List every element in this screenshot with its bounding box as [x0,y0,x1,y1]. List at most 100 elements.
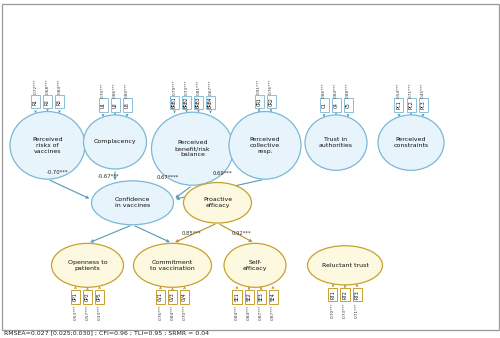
Text: Commitment
to vaccination: Commitment to vaccination [150,260,195,271]
FancyBboxPatch shape [268,290,278,304]
Text: OP1: OP1 [73,293,78,301]
Text: 0.84***: 0.84*** [247,305,251,320]
Text: 0.91***: 0.91*** [257,79,261,94]
Text: 0.84***: 0.84*** [170,305,174,320]
Text: 0.73***: 0.73*** [343,302,347,318]
Text: 0.53***: 0.53*** [74,305,78,320]
Text: 0.76***: 0.76*** [158,305,162,320]
Text: Proactive
efficacy: Proactive efficacy [203,197,232,208]
Text: 0.88***: 0.88*** [346,82,350,98]
Text: 0.57***: 0.57*** [86,305,89,320]
Text: 0.70***: 0.70*** [182,305,186,320]
FancyBboxPatch shape [340,288,349,301]
Text: 0.86***: 0.86*** [322,82,326,98]
FancyBboxPatch shape [122,98,132,112]
FancyBboxPatch shape [156,290,165,304]
Text: -0.67***: -0.67*** [98,174,120,179]
Text: C1: C1 [322,102,326,108]
Ellipse shape [184,183,252,223]
Text: SE1: SE1 [234,293,240,301]
Text: Perceived
benefit/risk
balance: Perceived benefit/risk balance [174,140,210,157]
FancyBboxPatch shape [98,98,108,112]
Ellipse shape [92,181,174,225]
FancyBboxPatch shape [406,98,416,112]
Text: 0.85***: 0.85*** [182,232,202,236]
Text: 0.71***: 0.71*** [409,82,413,98]
Ellipse shape [10,112,85,179]
FancyBboxPatch shape [170,96,179,109]
Ellipse shape [134,243,212,287]
Text: PC1: PC1 [396,101,402,110]
FancyBboxPatch shape [256,290,266,304]
Text: OP2: OP2 [85,293,90,301]
Text: CV1: CV1 [158,293,163,301]
Text: R2: R2 [45,99,50,105]
Text: 0.67****: 0.67**** [156,175,178,180]
Text: Trust in
authorities: Trust in authorities [319,137,353,148]
Text: 0.71***: 0.71*** [355,302,359,317]
Text: CV3: CV3 [170,293,175,301]
Text: 0.87***: 0.87*** [271,305,275,320]
Text: 0.70***: 0.70*** [331,302,335,318]
Text: Openness to
patients: Openness to patients [68,260,108,271]
FancyBboxPatch shape [95,290,104,304]
Ellipse shape [224,243,286,287]
FancyBboxPatch shape [332,98,340,112]
Text: BRB2: BRB2 [184,97,189,108]
Text: CV4: CV4 [182,293,187,301]
Text: Self-
efficacy: Self- efficacy [243,260,267,271]
Text: BRB1: BRB1 [172,97,177,108]
Text: 0.45***: 0.45*** [421,82,425,98]
FancyBboxPatch shape [180,290,189,304]
Text: RT3: RT3 [354,290,360,299]
Text: Complacency: Complacency [94,140,136,144]
FancyBboxPatch shape [352,288,362,301]
Text: 0.84***: 0.84*** [334,82,338,98]
Text: Perceived
constraints: Perceived constraints [394,137,428,148]
Text: R3: R3 [57,99,62,105]
Text: C5: C5 [346,102,350,108]
Text: RT2: RT2 [342,290,347,299]
Text: OP5: OP5 [97,293,102,301]
FancyBboxPatch shape [266,95,276,108]
Ellipse shape [378,115,444,170]
Text: PC2: PC2 [408,101,414,110]
Text: 0.69***: 0.69*** [212,171,233,176]
FancyBboxPatch shape [254,95,264,108]
Text: 0.79***: 0.79*** [172,79,176,95]
FancyBboxPatch shape [206,96,215,109]
Text: 0.86***: 0.86*** [113,82,117,98]
Text: 0.81***: 0.81*** [196,80,200,95]
FancyBboxPatch shape [328,288,338,301]
Text: Reluctant trust: Reluctant trust [322,263,368,268]
FancyBboxPatch shape [244,290,254,304]
FancyBboxPatch shape [71,290,80,304]
Ellipse shape [152,112,234,185]
Text: Confidence
in vaccines: Confidence in vaccines [115,197,150,208]
Text: SE3: SE3 [258,293,264,301]
Text: U2: U2 [112,102,117,108]
Text: U1: U1 [100,102,105,108]
Text: BRB3: BRB3 [196,97,201,108]
FancyBboxPatch shape [344,98,352,112]
FancyBboxPatch shape [55,95,64,108]
FancyBboxPatch shape [31,95,40,108]
Ellipse shape [229,112,301,179]
Text: Perceived
risks of
vaccines: Perceived risks of vaccines [32,137,63,154]
Text: 0.72***: 0.72*** [34,79,38,94]
Ellipse shape [305,115,367,170]
Text: SE2: SE2 [246,293,252,301]
Text: 0.33***: 0.33*** [98,305,102,320]
Text: U3: U3 [124,102,130,108]
Text: -0.70***: -0.70*** [47,170,68,175]
FancyBboxPatch shape [232,290,241,304]
Text: 0.76***: 0.76*** [269,79,273,94]
Text: 0.70***: 0.70*** [101,82,105,98]
Ellipse shape [84,115,146,169]
Text: 0.84***: 0.84*** [58,79,62,94]
Ellipse shape [308,246,382,285]
Text: RT1: RT1 [330,290,336,299]
FancyBboxPatch shape [83,290,92,304]
Text: 0.92***: 0.92*** [231,232,251,236]
Text: 0.87***: 0.87*** [259,305,263,320]
